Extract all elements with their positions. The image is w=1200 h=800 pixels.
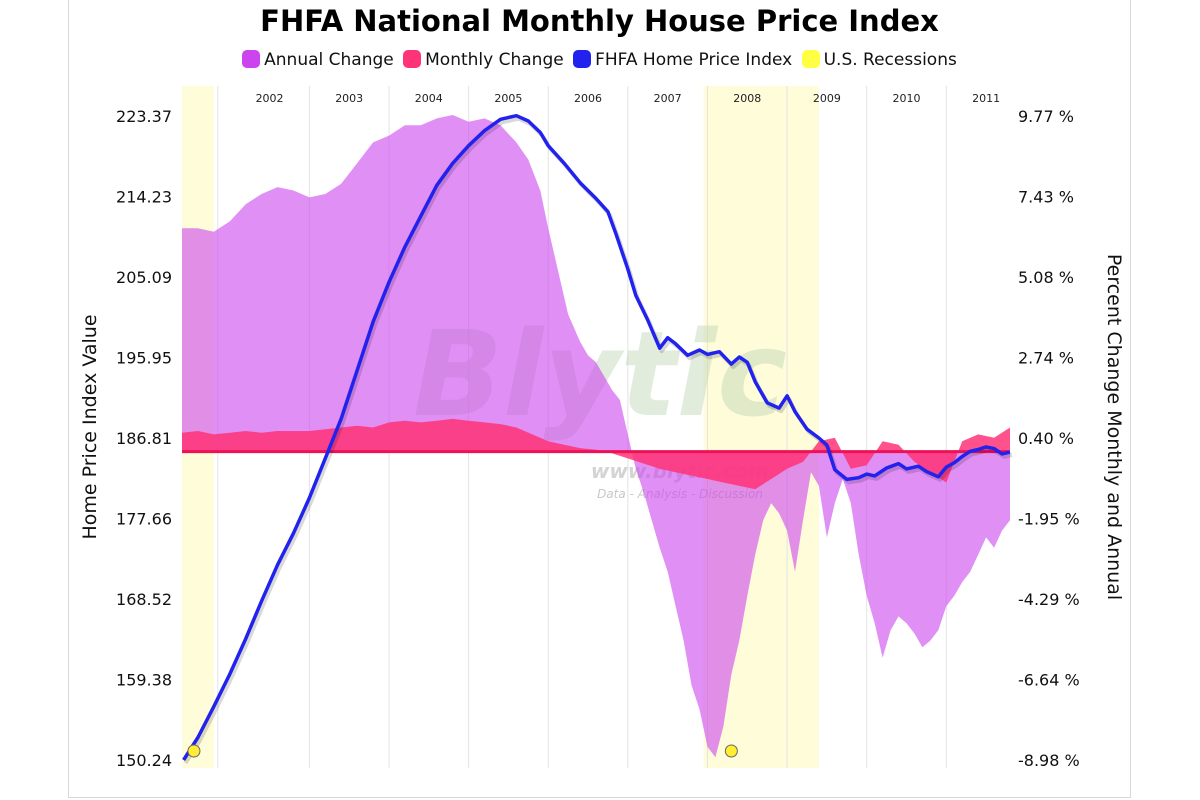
left-tick-3: 195.95	[116, 349, 172, 368]
right-tick-4: 0.40 %	[1018, 429, 1074, 448]
year-label-2006: 2006	[574, 92, 602, 105]
left-tick-6: 168.52	[116, 590, 172, 609]
left-tick-7: 159.38	[116, 671, 172, 690]
year-label-2003: 2003	[335, 92, 363, 105]
legend: Annual Change Monthly Change FHFA Home P…	[68, 50, 1131, 70]
recession-marker-2	[724, 744, 738, 758]
legend-swatch-monthly-change	[403, 50, 422, 68]
left-tick-4: 186.81	[116, 429, 172, 448]
annual-change-series	[182, 115, 1010, 758]
right-tick-2: 5.08 %	[1018, 268, 1074, 287]
hpi-series	[182, 113, 1013, 765]
right-axis-label: Percent Change Monthly and Annual	[1103, 254, 1125, 600]
left-tick-1: 214.23	[116, 188, 172, 207]
year-label-2007: 2007	[654, 92, 682, 105]
legend-item-annual-change[interactable]: Annual Change	[242, 50, 394, 70]
hpi-line	[182, 113, 1011, 761]
chart-title: FHFA National Monthly House Price Index	[260, 4, 939, 38]
left-tick-2: 205.09	[116, 268, 172, 287]
year-label-2002: 2002	[256, 92, 284, 105]
year-label-2010: 2010	[893, 92, 921, 105]
right-tick-0: 9.77 %	[1018, 107, 1074, 126]
right-axis-ticks: 9.77 % 7.43 % 5.08 % 2.74 % 0.40 % -1.95 % -4.…	[1018, 107, 1080, 770]
annual-change-area	[182, 115, 1010, 758]
recession-marker-1	[187, 744, 201, 758]
legend-swatch-annual-change	[242, 50, 261, 68]
year-label-2005: 2005	[494, 92, 522, 105]
recession-markers	[187, 744, 738, 758]
right-tick-6: -4.29 %	[1018, 590, 1080, 609]
year-label-2004: 2004	[415, 92, 443, 105]
left-axis-ticks: 223.37 214.23 205.09 195.95 186.81 177.66 168.…	[116, 107, 172, 770]
chart-frame	[68, 0, 1131, 798]
left-tick-8: 150.24	[116, 751, 172, 770]
right-tick-5: -1.95 %	[1018, 510, 1080, 529]
left-tick-5: 177.66	[116, 510, 172, 529]
left-axis-label: Home Price Index Value	[79, 314, 101, 539]
legend-label: Annual Change	[264, 50, 394, 70]
year-tick-labels: 2002 2003 2004 2005 2006 2007 2008 2009 2010 2011	[256, 92, 1001, 105]
year-label-2009: 2009	[813, 92, 841, 105]
left-tick-0: 223.37	[116, 107, 172, 126]
legend-label: Monthly Change	[425, 50, 564, 70]
right-tick-7: -6.64 %	[1018, 671, 1080, 690]
monthly-change-series	[182, 418, 1010, 490]
right-tick-8: -8.98 %	[1018, 751, 1080, 770]
right-tick-1: 7.43 %	[1018, 188, 1074, 207]
right-tick-3: 2.74 %	[1018, 349, 1074, 368]
legend-swatch-recessions	[801, 50, 820, 68]
legend-label: FHFA Home Price Index	[595, 50, 793, 70]
year-label-2008: 2008	[733, 92, 761, 105]
legend-item-monthly-change[interactable]: Monthly Change	[403, 50, 564, 70]
legend-swatch-hpi	[573, 50, 592, 68]
legend-item-hpi[interactable]: FHFA Home Price Index	[573, 50, 792, 70]
year-label-2011: 2011	[972, 92, 1000, 105]
legend-item-recessions[interactable]: U.S. Recessions	[801, 50, 957, 70]
monthly-change-area	[182, 418, 1010, 490]
legend-label: U.S. Recessions	[823, 50, 957, 70]
